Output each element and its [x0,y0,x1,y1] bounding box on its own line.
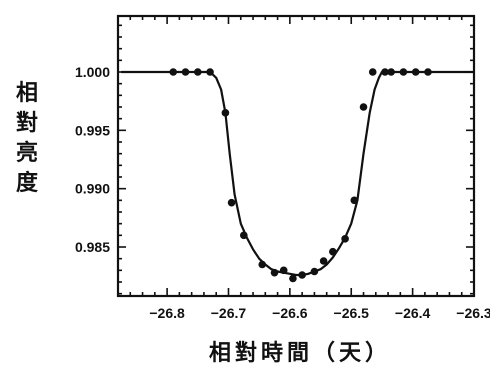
data-point [319,257,328,265]
data-point [298,271,306,279]
data-point [279,266,288,275]
x-tick-label: −26.8 [149,305,185,321]
data-point [258,260,267,269]
data-point [289,274,297,283]
data-point [368,68,377,76]
data-point [310,267,319,276]
y-axis-title-char: 相 [16,81,38,106]
data-point [411,68,420,76]
data-point [206,68,214,76]
data-point [381,68,389,76]
data-point [341,235,349,243]
y-tick-label: 0.990 [75,181,110,197]
x-tick-label: −26.5 [334,305,370,321]
data-point [227,198,236,207]
data-point [270,268,279,277]
data-point [329,247,337,256]
x-axis-title: 相對時間（天） [209,341,391,366]
data-point [424,68,432,76]
x-tick-label: −26.4 [395,305,431,321]
data-point [169,68,178,76]
y-tick-label: 1.000 [75,64,110,80]
y-tick-label: 0.995 [75,122,110,138]
plot-area [116,14,476,298]
x-tick-label: −26.7 [211,305,247,321]
data-point [181,68,190,76]
data-point [221,109,230,117]
data-point [387,68,395,76]
y-tick-label: 0.985 [75,239,110,255]
data-point [350,196,359,205]
y-axis-title-char: 度 [16,170,39,196]
y-axis: 1.000 0.995 0.990 0.985 [75,24,474,295]
y-axis-title-char: 亮 [16,140,38,166]
y-axis-title-char: 對 [16,111,38,136]
data-point [240,231,248,240]
x-tick-label: −26.6 [272,305,308,321]
data-point [359,103,368,111]
x-tick-label: −26.3 [456,305,490,321]
data-point [193,68,202,76]
data-point [399,68,408,76]
plot-frame [116,14,476,298]
x-axis: −26.8 −26.7 −26.6 −26.5 −26.4 −26.3 [129,16,490,321]
model-fit-curve [121,70,474,277]
